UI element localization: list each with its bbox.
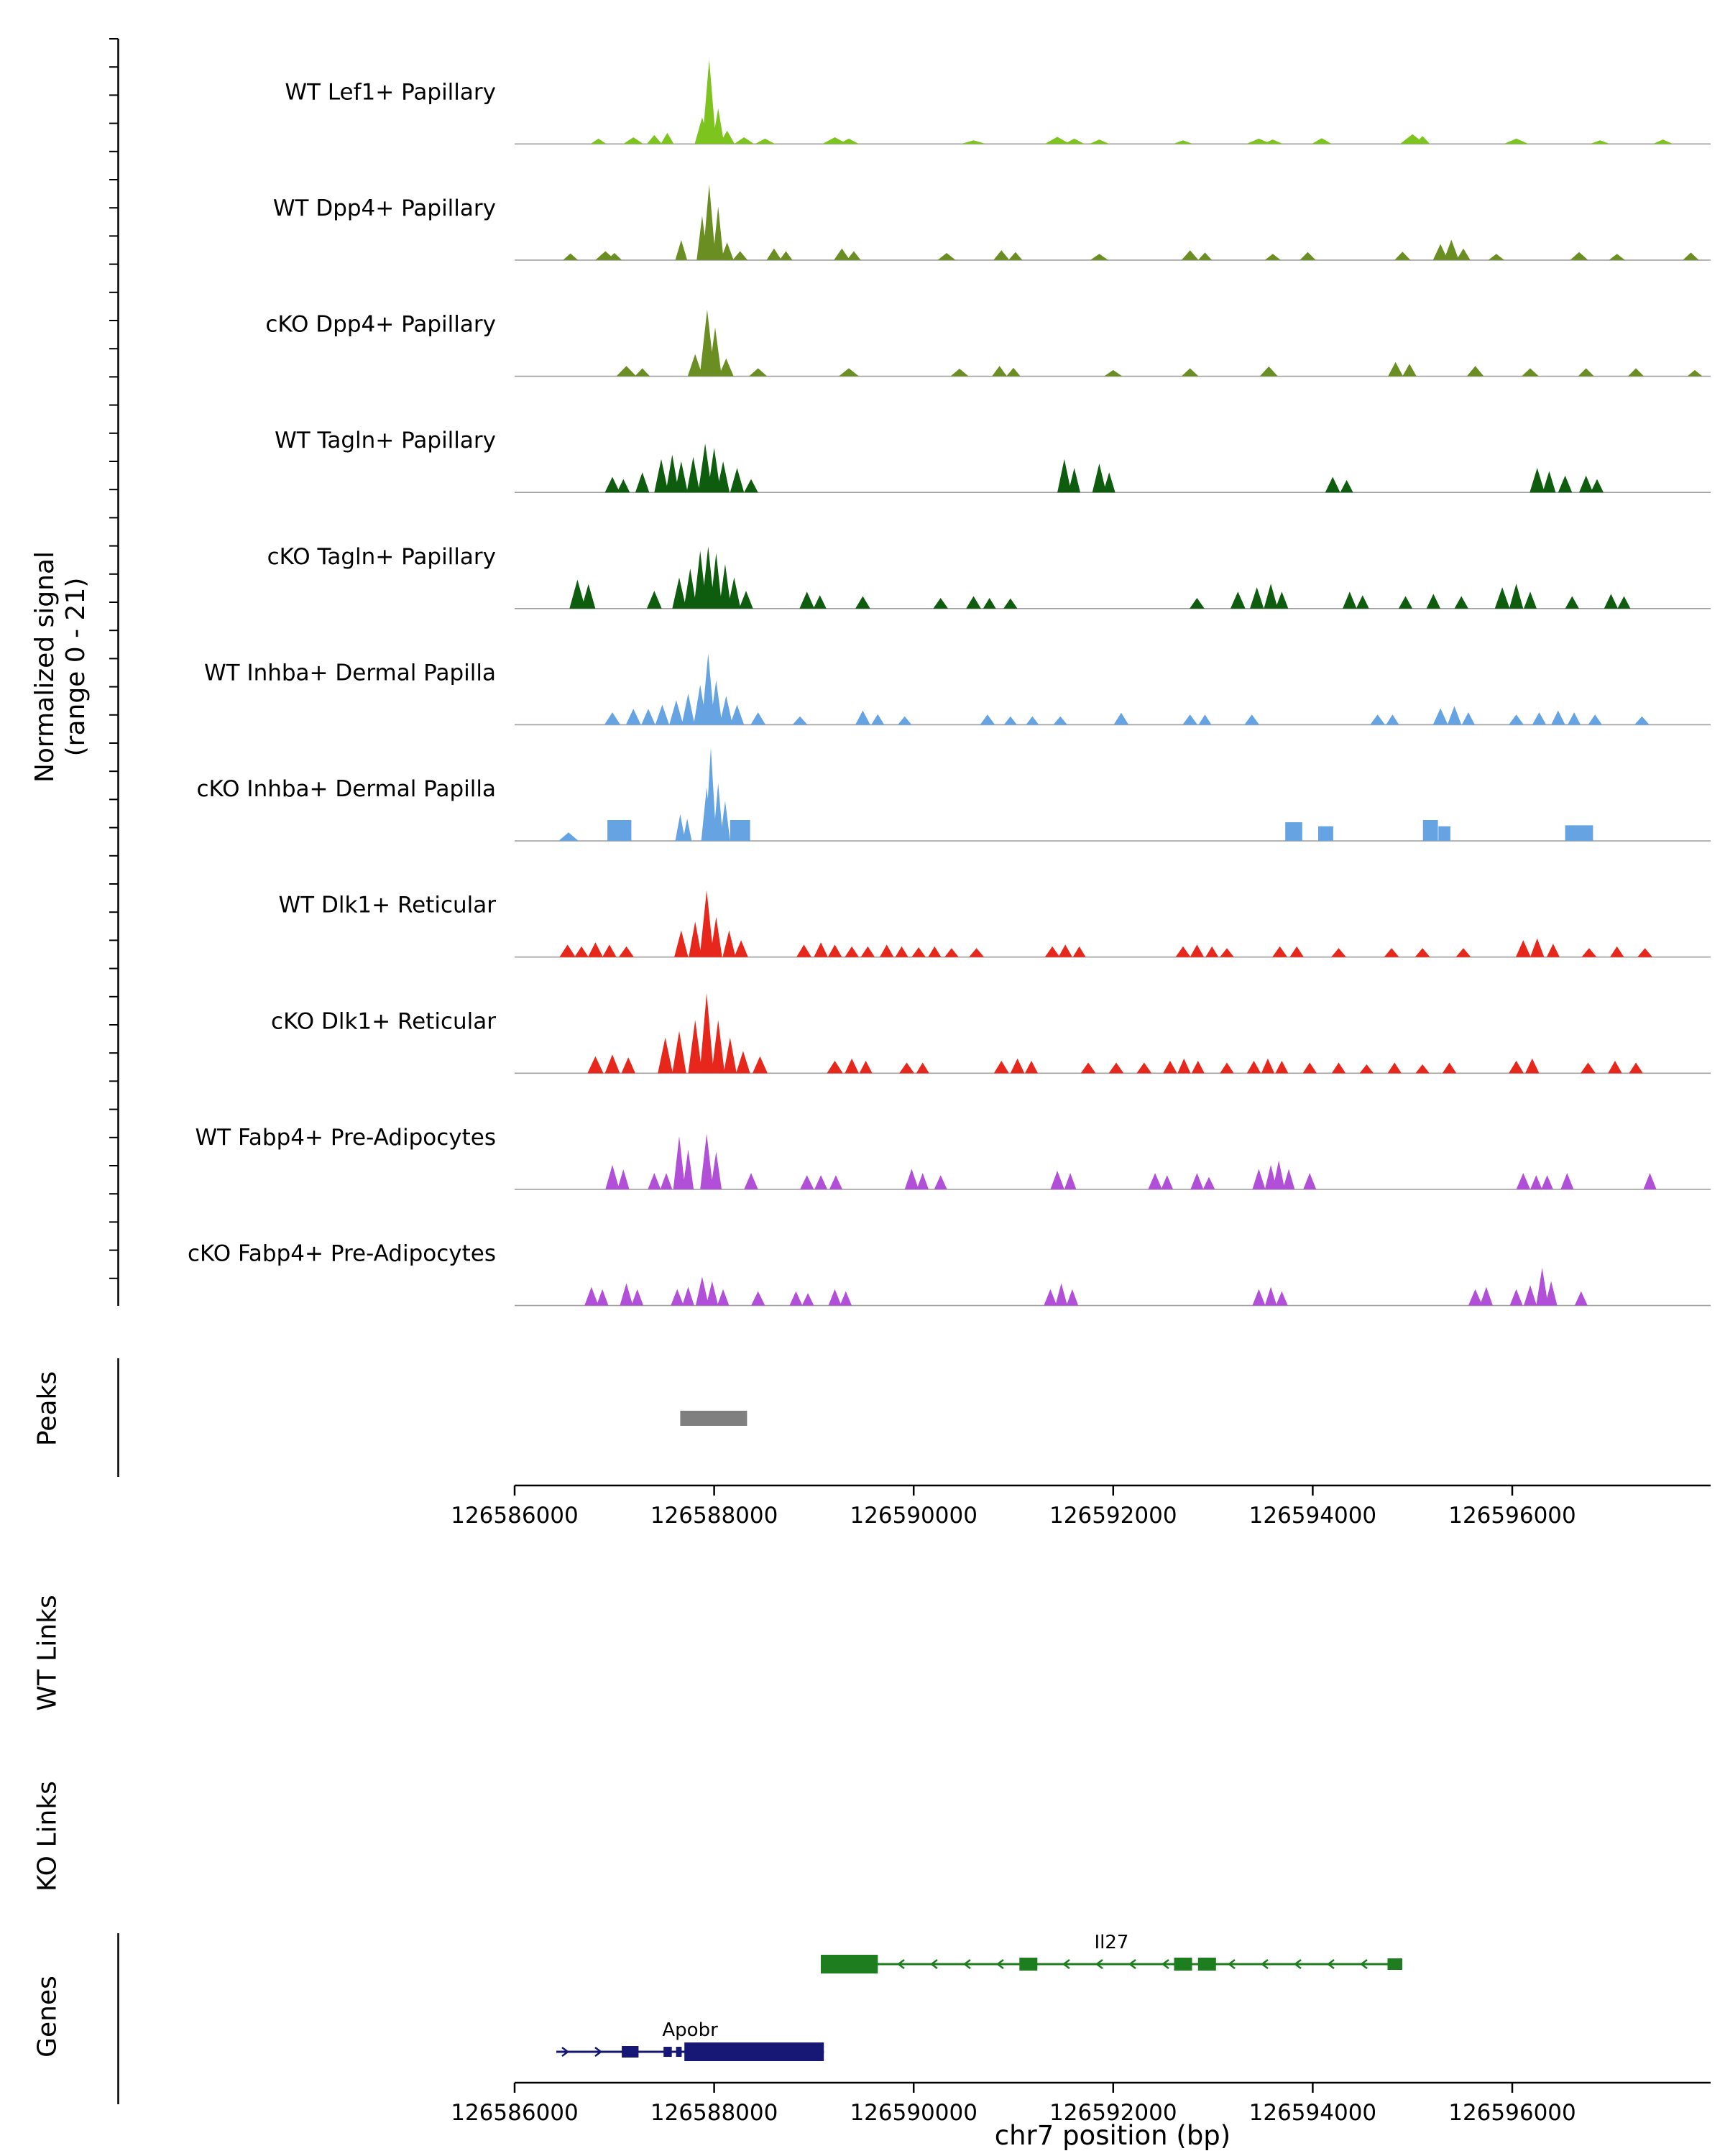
gene-exon	[622, 2046, 639, 2058]
gene-exon	[663, 2047, 672, 2057]
gene-exon	[1174, 1958, 1192, 1971]
genomic-axis-tick-label: 126590000	[850, 1503, 978, 1529]
genomic-axis-tick-label: 126592000	[1049, 1503, 1177, 1529]
genomic-axis-tick-label: 126596000	[1448, 1503, 1576, 1529]
gene-exon	[676, 2047, 682, 2057]
track-label: cKO Inhba+ Dermal Papilla	[197, 776, 497, 802]
signal-area-track-0	[515, 59, 1711, 144]
track-label: cKO Dpp4+ Papillary	[265, 312, 496, 338]
gene-label: Il27	[1095, 1932, 1129, 1953]
gene-strand-arrow	[896, 1959, 905, 1969]
gene-strand-arrow	[1260, 1959, 1269, 1969]
gene-exon	[1197, 1958, 1216, 1971]
gene-strand-arrow	[594, 2047, 603, 2057]
gene-strand-arrow	[1161, 1959, 1169, 1969]
genomic-axis-tick-label: 126586000	[451, 2100, 579, 2126]
track-label: WT Lef1+ Papillary	[285, 79, 496, 105]
signal-area-track-4	[515, 546, 1711, 609]
gene-exon	[1019, 1958, 1038, 1971]
signal-area-track-9	[515, 1133, 1711, 1189]
signal-area-track-2	[515, 309, 1711, 377]
track-label: WT Dpp4+ Papillary	[273, 195, 496, 221]
gene-strand-arrow	[1293, 1959, 1302, 1969]
track-label: cKO Fabp4+ Pre-Adipocytes	[188, 1241, 496, 1267]
x-axis-title: chr7 position (bp)	[994, 2120, 1231, 2151]
gene-exon	[1387, 1958, 1402, 1970]
genomic-axis-tick-label: 126586000	[451, 1503, 579, 1529]
gene-exon	[684, 2042, 824, 2061]
signal-area-track-10	[515, 1268, 1711, 1306]
gene-strand-arrow	[561, 2047, 570, 2057]
gene-strand-arrow	[962, 1959, 971, 1969]
track-label: WT Fabp4+ Pre-Adipocytes	[196, 1125, 497, 1151]
track-label: WT Inhba+ Dermal Papilla	[204, 660, 496, 686]
track-label: cKO Tagln+ Papillary	[267, 544, 496, 570]
genomic-axis-tick-label: 126594000	[1249, 2100, 1377, 2126]
gene-strand-arrow	[1095, 1959, 1103, 1969]
track-label: WT Tagln+ Papillary	[275, 428, 496, 453]
genomic-axis-tick-label: 126588000	[650, 2100, 778, 2126]
signal-area-track-5	[515, 653, 1711, 725]
genomic-axis-tick-label: 126592000	[1049, 2100, 1177, 2126]
genomic-axis-tick-label: 126590000	[850, 2100, 978, 2126]
gene-strand-arrow	[1359, 1959, 1368, 1969]
track-label: cKO Dlk1+ Reticular	[271, 1008, 496, 1034]
genomic-axis-tick-label: 126588000	[650, 1503, 778, 1529]
signal-area-track-1	[515, 184, 1711, 260]
signal-area-track-7	[515, 890, 1711, 957]
track-label: WT Dlk1+ Reticular	[279, 893, 497, 918]
peak-region	[680, 1411, 748, 1426]
genomic-axis-tick-label: 126594000	[1249, 1503, 1377, 1529]
signal-area-track-6	[515, 747, 1711, 842]
signal-area-track-3	[515, 443, 1711, 493]
gene-strand-arrow	[1326, 1959, 1335, 1969]
gene-exon	[821, 1955, 878, 1973]
gene-strand-arrow	[929, 1959, 938, 1969]
genomic-axis-tick-label: 126596000	[1448, 2100, 1576, 2126]
gene-strand-arrow	[995, 1959, 1004, 1969]
gene-strand-arrow	[1227, 1959, 1236, 1969]
gene-strand-arrow	[1062, 1959, 1070, 1969]
gene-label: Apobr	[662, 2019, 718, 2041]
signal-area-track-8	[515, 992, 1711, 1074]
gene-strand-arrow	[1128, 1959, 1136, 1969]
